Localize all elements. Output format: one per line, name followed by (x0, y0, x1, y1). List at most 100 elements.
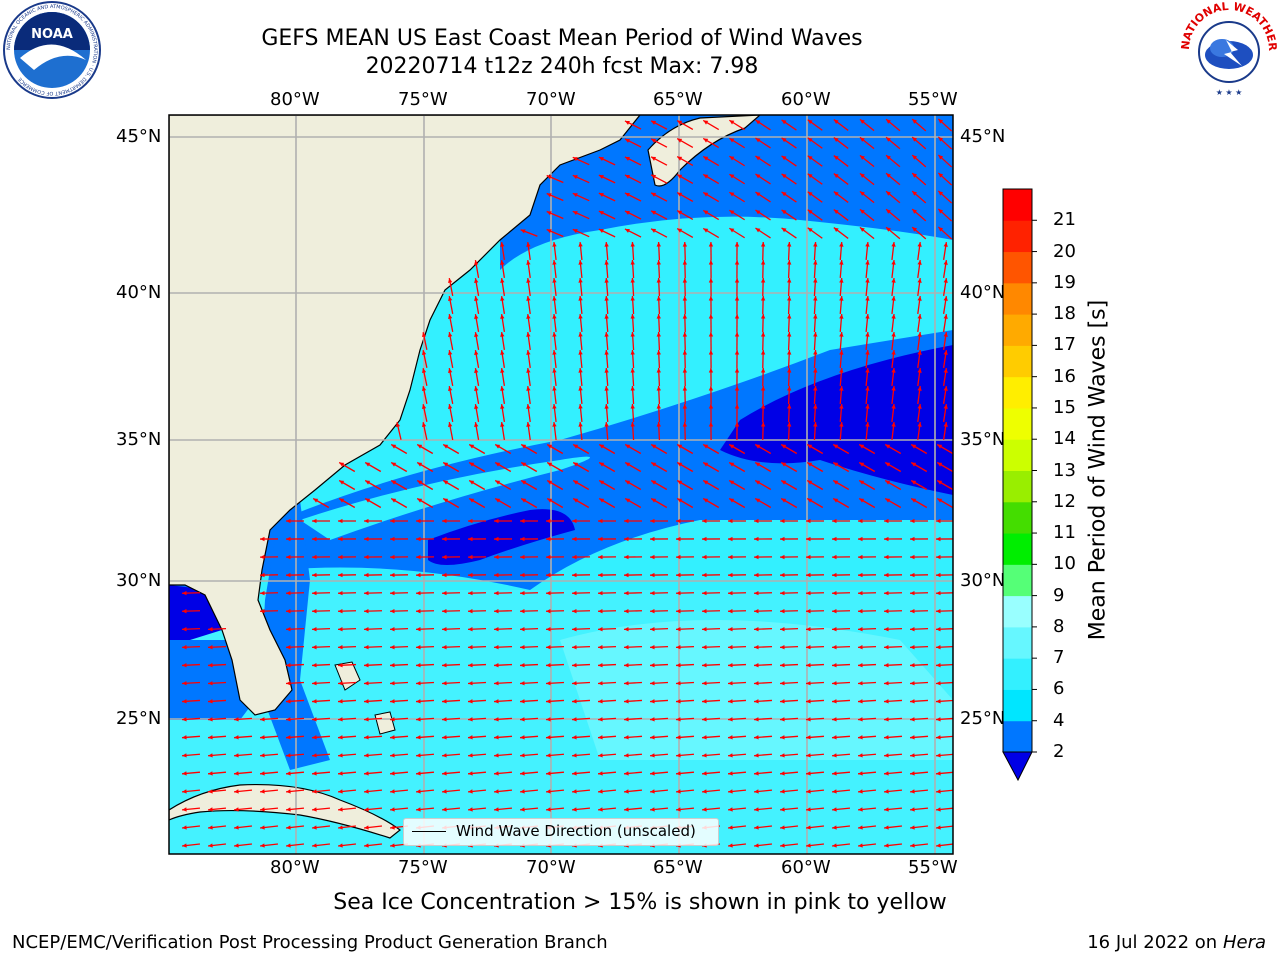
wind-arrow-head (448, 314, 453, 319)
wind-arrow-head (859, 119, 865, 124)
wind-arrow-head (598, 157, 604, 162)
wind-arrow-head (500, 242, 505, 247)
wind-arrow-head (421, 332, 427, 338)
wind-arrow-head (807, 119, 813, 125)
wind-arrow-head (676, 807, 681, 812)
wind-arrow-head (416, 645, 421, 650)
wind-arrow-head (624, 645, 629, 650)
lat-label-left-30n: 30°N (116, 570, 162, 591)
wind-arrow-head (260, 843, 265, 848)
lat-label-right-35n: 35°N (960, 429, 1006, 450)
wind-arrow-head (468, 789, 473, 794)
wind-arrow-head (891, 242, 896, 247)
wind-arrow-head (624, 735, 629, 740)
wind-arrow-head (625, 462, 631, 467)
wind-arrow-head (936, 789, 941, 794)
wind-arrow-head (448, 332, 453, 337)
wind-arrow-head (938, 172, 944, 178)
wind-arrow-head (833, 191, 839, 197)
wind-arrow-head (858, 663, 863, 668)
wind-arrow-head (891, 332, 896, 337)
wind-arrow-head (832, 608, 837, 614)
wind-arrow-head (495, 462, 501, 467)
wind-arrow-head (806, 807, 811, 812)
wind-arrow-head (365, 462, 371, 467)
wind-arrow-head (578, 368, 583, 373)
lon-label-top-55w: 55°W (908, 89, 958, 110)
wind-arrow-head (650, 789, 655, 794)
wind-arrow-head (858, 645, 863, 650)
wind-arrow-head (780, 572, 785, 578)
wind-arrow-head (886, 137, 891, 142)
wind-arrow-head (624, 174, 630, 179)
wind-arrow-head (474, 422, 479, 427)
wind-arrow-head (917, 332, 922, 337)
colorbar-segment (1003, 439, 1032, 471)
noaa-logo: NOAA NATIONAL OCEANIC AND ATMOSPHERIC AD… (3, 1, 101, 99)
wind-arrow-head (442, 735, 447, 740)
wind-arrow-head (728, 681, 733, 686)
wind-arrow-head (728, 753, 733, 758)
wind-arrow-head (650, 608, 655, 614)
wind-arrow-head (891, 422, 896, 427)
wind-arrow-head (546, 590, 551, 596)
wind-arrow-head (365, 498, 371, 503)
wind-arrow-head (312, 590, 317, 596)
wind-arrow-head (650, 626, 655, 632)
sea-ice-note: Sea Ice Concentration > 15% is shown in … (333, 890, 947, 915)
wind-arrow-head (572, 807, 577, 812)
wind-arrow-head (651, 444, 657, 449)
wind-arrow-head (780, 663, 785, 668)
wind-arrow-head (208, 645, 213, 650)
wind-arrow-head (676, 735, 681, 740)
wind-arrow-head (832, 590, 837, 596)
wind-arrow-head (936, 663, 941, 668)
wind-arrow-head (708, 386, 714, 391)
wind-arrow-head (573, 462, 579, 467)
wind-arrow-head (624, 554, 629, 560)
wind-arrow-head (572, 789, 577, 794)
wind-arrow-head (676, 626, 681, 632)
ocean-tongue-cyan (300, 456, 590, 540)
wind-arrow-head (656, 332, 661, 337)
wind-arrow-head (807, 191, 813, 197)
wind-arrow-head (546, 211, 552, 216)
wind-arrow-head (865, 422, 870, 427)
wind-arrow-head (572, 771, 577, 776)
wind-arrow-head (390, 572, 395, 578)
wind-arrow-head (813, 260, 818, 265)
wind-arrow-head (682, 242, 688, 247)
wind-arrow-head (494, 699, 499, 704)
wind-arrow-head (416, 590, 421, 596)
wind-arrow-head (917, 296, 922, 301)
wind-arrow-head (780, 735, 785, 740)
wind-arrow-head (442, 590, 447, 596)
wind-arrow-head (886, 173, 891, 178)
wind-arrow-head (832, 518, 837, 524)
wind-arrow-head (806, 518, 811, 524)
wind-arrow-head (526, 296, 531, 301)
wind-arrow-head (729, 174, 735, 179)
wind-arrow-head (910, 753, 915, 758)
wind-arrow-head (858, 536, 863, 542)
wind-arrow-head (832, 681, 837, 686)
wind-arrow-head (787, 386, 792, 391)
wind-arrow-head (734, 368, 740, 373)
wind-arrow-head (912, 209, 918, 214)
wind-arrow-head (787, 278, 792, 283)
wind-arrow-head (702, 753, 707, 758)
wind-arrow-head (755, 498, 761, 503)
colorbar-tick-label: 2 (1053, 741, 1065, 762)
wind-arrow-head (442, 807, 447, 812)
wind-arrow-head (885, 480, 891, 485)
wind-arrow-head (943, 422, 948, 427)
wind-arrow-head (182, 699, 187, 704)
wind-arrow-head (787, 260, 792, 265)
wind-arrow-head (494, 536, 499, 542)
wind-arrow-head (891, 386, 896, 391)
wind-arrow-head (520, 771, 525, 776)
wind-arrow-head (865, 332, 870, 337)
wind-arrow-head (910, 645, 915, 650)
wind-arrow-head (839, 386, 844, 391)
wind-arrow-head (208, 663, 213, 668)
